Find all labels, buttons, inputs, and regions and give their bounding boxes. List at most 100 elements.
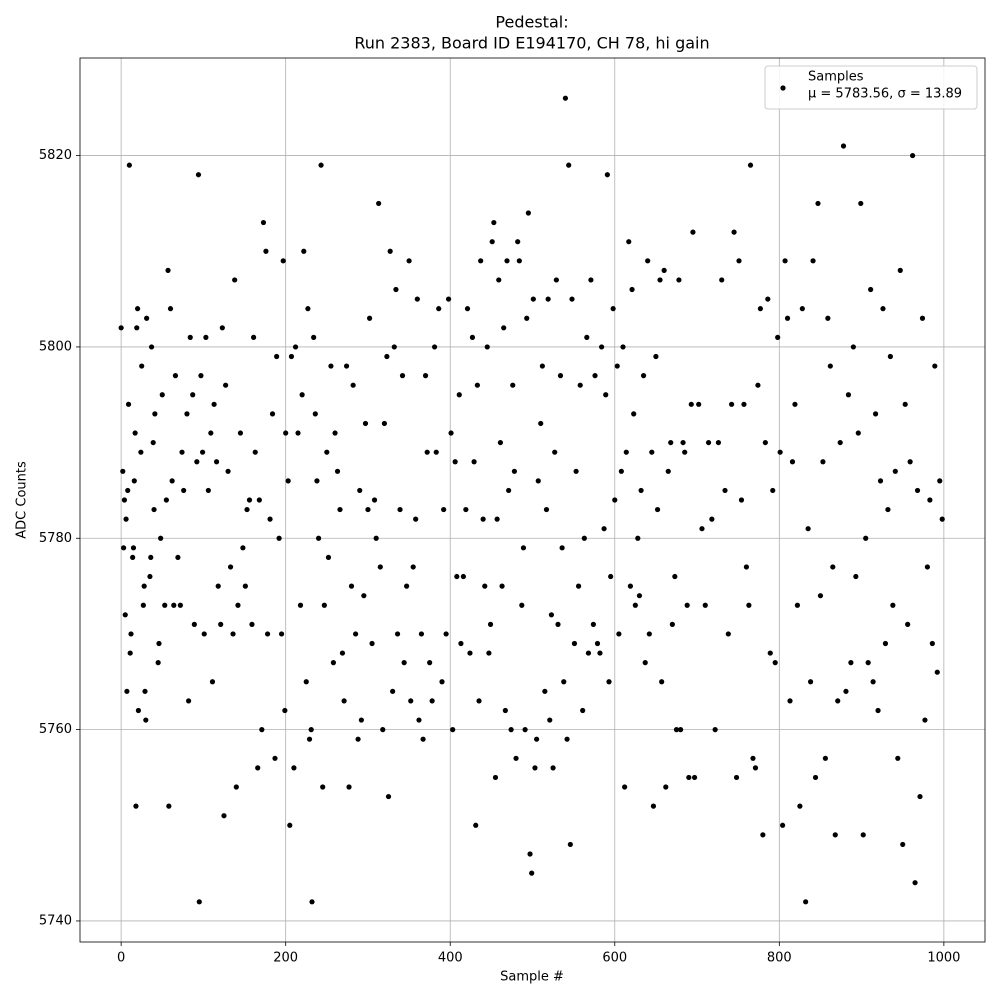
point: [522, 727, 528, 733]
point: [124, 688, 130, 694]
point: [367, 315, 373, 321]
point: [650, 803, 657, 809]
point: [473, 822, 479, 828]
point: [121, 545, 127, 551]
point: [508, 727, 514, 733]
point: [905, 621, 911, 627]
point: [747, 162, 754, 168]
point: [436, 306, 442, 312]
point: [688, 401, 694, 407]
point: [601, 526, 607, 532]
point: [362, 420, 369, 427]
point: [337, 506, 343, 513]
point: [150, 439, 156, 446]
legend-box: [764, 65, 978, 110]
point: [474, 382, 480, 388]
point: [939, 516, 945, 522]
point: [487, 621, 494, 627]
point: [249, 621, 255, 627]
point: [897, 267, 903, 273]
point: [929, 640, 935, 647]
point: [215, 583, 221, 589]
point: [787, 698, 793, 704]
point: [196, 899, 202, 905]
point: [616, 631, 622, 637]
point: [902, 401, 908, 407]
point: [575, 583, 582, 589]
point: [272, 755, 278, 761]
point: [917, 793, 923, 800]
point: [597, 650, 603, 656]
point: [350, 382, 356, 388]
point: [186, 698, 192, 704]
point: [553, 277, 559, 283]
point: [673, 727, 680, 733]
point: [142, 688, 148, 694]
point: [502, 707, 508, 714]
point: [371, 497, 378, 503]
point: [125, 401, 132, 407]
point: [404, 583, 410, 589]
point: [181, 487, 187, 494]
point: [339, 650, 346, 656]
point: [391, 344, 397, 350]
point: [530, 296, 536, 302]
point: [144, 315, 150, 321]
point: [669, 621, 675, 627]
point: [564, 736, 570, 742]
point: [130, 545, 137, 551]
point: [330, 660, 336, 666]
point: [784, 315, 791, 321]
point: [325, 554, 332, 561]
point: [875, 707, 881, 714]
point: [777, 449, 783, 455]
point: [155, 660, 161, 666]
x-tick-label: 0: [117, 951, 125, 966]
point: [743, 564, 750, 570]
point: [218, 621, 224, 627]
point: [636, 593, 643, 599]
point: [269, 411, 276, 417]
point: [413, 516, 419, 522]
x-tick-label: 200: [273, 951, 298, 966]
point: [355, 736, 361, 742]
point: [863, 535, 869, 541]
point: [184, 411, 190, 417]
point: [297, 602, 304, 608]
point: [177, 602, 183, 608]
point: [539, 363, 545, 369]
point: [736, 258, 742, 264]
point: [872, 411, 879, 417]
point: [467, 650, 473, 656]
point: [260, 219, 267, 226]
point: [156, 640, 162, 647]
point: [151, 506, 157, 513]
point: [299, 392, 305, 398]
y-tick-label: 5800: [39, 339, 72, 354]
point: [324, 449, 330, 455]
point: [244, 506, 250, 513]
point: [159, 392, 165, 398]
point: [320, 784, 326, 790]
point: [429, 698, 435, 704]
point: [632, 602, 638, 608]
point: [654, 506, 661, 513]
point: [820, 459, 826, 465]
point: [614, 363, 620, 369]
y-tick-label: 5820: [39, 148, 72, 163]
point: [855, 430, 861, 436]
point: [825, 315, 831, 321]
point: [237, 430, 244, 436]
point: [120, 468, 126, 474]
point: [803, 899, 809, 905]
point: [460, 573, 466, 580]
legend-label: Samples: [808, 70, 864, 85]
y-tick-label: 5740: [39, 913, 72, 928]
point: [550, 765, 556, 771]
point: [471, 459, 477, 465]
point: [187, 334, 193, 340]
point: [696, 401, 702, 407]
point: [853, 573, 859, 580]
point: [877, 478, 884, 484]
